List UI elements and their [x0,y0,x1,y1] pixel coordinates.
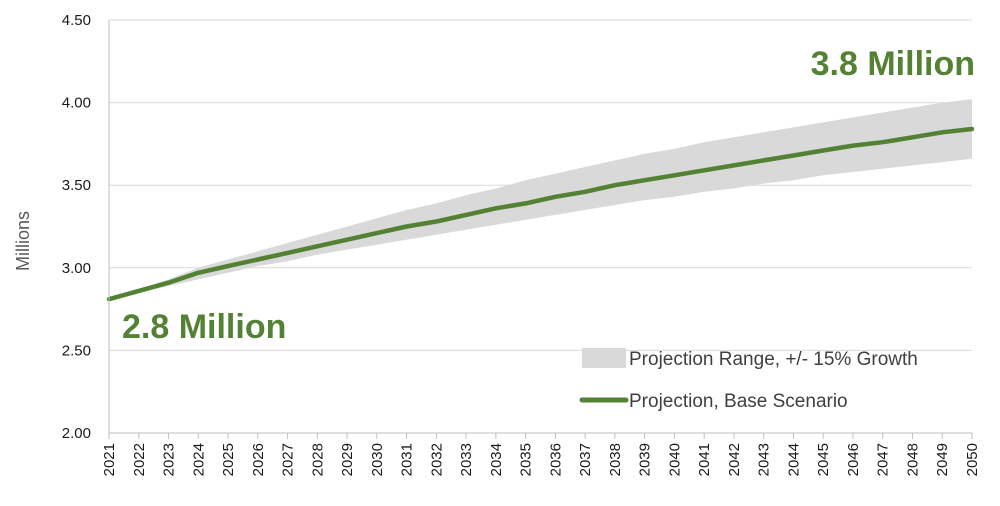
axes [108,20,973,439]
x-tick-label: 2024 [190,443,207,476]
x-tick-label: 2043 [756,443,773,476]
base-scenario-line [106,126,975,302]
x-tick-label: 2050 [964,443,981,476]
x-tick-label: 2045 [815,443,832,476]
x-tick-label: 2025 [220,443,237,476]
x-tick-label: 2041 [696,443,713,476]
x-tick-label: 2048 [904,443,921,476]
x-tick-label: 2031 [399,443,416,476]
x-tick-label: 2032 [428,443,445,476]
y-tick-label: 2.00 [62,425,91,442]
x-tick-label: 2021 [101,443,118,476]
legend-label-base-scenario: Projection, Base Scenario [629,391,848,412]
x-tick-label: 2026 [250,443,267,476]
y-tick-label: 3.00 [62,260,91,277]
legend-swatch-projection-range [582,348,626,368]
x-tick-label: 2046 [845,443,862,476]
x-tick-label: 2049 [934,443,951,476]
x-tick-label: 2035 [518,443,535,476]
x-tick-label: 2022 [131,443,148,476]
x-tick-label: 2044 [785,443,802,476]
x-tick-label: 2047 [875,443,892,476]
start-value-annotation: 2.8 Million [122,308,286,346]
legend: Projection Range, +/- 15% Growth Project… [579,348,918,412]
x-tick-label: 2029 [339,443,356,476]
x-tick-label: 2040 [666,443,683,476]
x-tick-label: 2023 [161,443,178,476]
x-tick-label: 2028 [309,443,326,476]
end-value-annotation: 3.8 Million [811,45,975,83]
y-tick-label: 2.50 [62,342,91,359]
y-tick-label: 4.50 [62,12,91,29]
base-scenario-line-layer [106,126,975,302]
x-tick-label: 2037 [577,443,594,476]
x-tick-label: 2039 [637,443,654,476]
y-axis-label: Millions [13,211,33,271]
x-tick-label: 2033 [458,443,475,476]
legend-label-projection-range: Projection Range, +/- 15% Growth [629,349,918,370]
x-tick-label: 2027 [280,443,297,476]
x-tick-label: 2042 [726,443,743,476]
x-tick-label: 2034 [488,443,505,476]
x-tick-label: 2036 [547,443,564,476]
x-tick-label: 2030 [369,443,386,476]
x-tick-labels: 2021 2022 2023 2024 2025 2026 2027 2028 2029 2030… [101,443,981,476]
y-tick-label: 3.50 [62,177,91,194]
x-tick-label: 2038 [607,443,624,476]
y-tick-labels: 2.00 2.50 3.00 3.50 4.00 4.50 [62,12,91,442]
y-tick-label: 4.00 [62,95,91,112]
